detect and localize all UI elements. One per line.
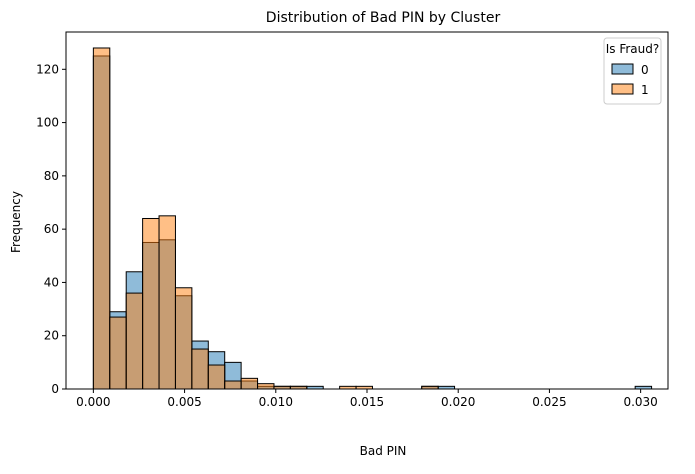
legend-label-0: 0 — [641, 63, 649, 77]
x-tick-label: 0.010 — [259, 395, 293, 409]
y-tick-label: 60 — [44, 222, 59, 236]
bar-series-1-bin-9 — [240, 377, 259, 390]
bar-series-1-bin-8 — [224, 380, 242, 390]
bar-series-1-bin-2 — [125, 292, 144, 390]
bar-series-1-bin-10 — [257, 383, 275, 390]
y-tick-label: 0 — [51, 382, 59, 396]
legend-swatch-0 — [611, 63, 634, 75]
legend-swatch-1 — [611, 83, 634, 95]
bar-series-1-bin-7 — [207, 364, 226, 390]
bar-series-1-bin-3 — [142, 217, 160, 390]
x-tick-label: 0.020 — [441, 395, 475, 409]
bar-series-1-bin-4 — [158, 215, 176, 390]
y-tick-label: 120 — [36, 62, 59, 76]
y-tick-label: 80 — [44, 169, 59, 183]
y-tick-label: 100 — [36, 116, 59, 130]
legend: Is Fraud? 0 1 — [603, 37, 662, 105]
x-tick-label: 0.005 — [167, 395, 201, 409]
x-tick-label: 0.000 — [76, 395, 110, 409]
axes-layer: 0.000 0.005 0.010 0.015 0.020 0.025 0.030 0 20 40… — [36, 31, 669, 409]
x-tick-label: 0.030 — [623, 395, 657, 409]
bar-series-1-bin-0 — [92, 47, 111, 390]
bar-series-1-bin-1 — [109, 316, 127, 390]
y-tick-label: 40 — [44, 275, 59, 289]
y-tick-label: 20 — [44, 329, 59, 343]
chart-title: Distribution of Bad PIN by Cluster — [266, 10, 501, 26]
legend-title: Is Fraud? — [606, 42, 660, 56]
y-axis-label: Frequency — [9, 191, 23, 253]
x-axis-label: Bad PIN — [360, 444, 407, 458]
legend-label-1: 1 — [641, 83, 649, 97]
x-tick-label: 0.025 — [532, 395, 566, 409]
bar-series-1-bin-6 — [191, 348, 209, 390]
bar-series-1-bin-5 — [174, 287, 193, 390]
bars-layer — [92, 47, 653, 390]
x-tick-label: 0.015 — [350, 395, 384, 409]
